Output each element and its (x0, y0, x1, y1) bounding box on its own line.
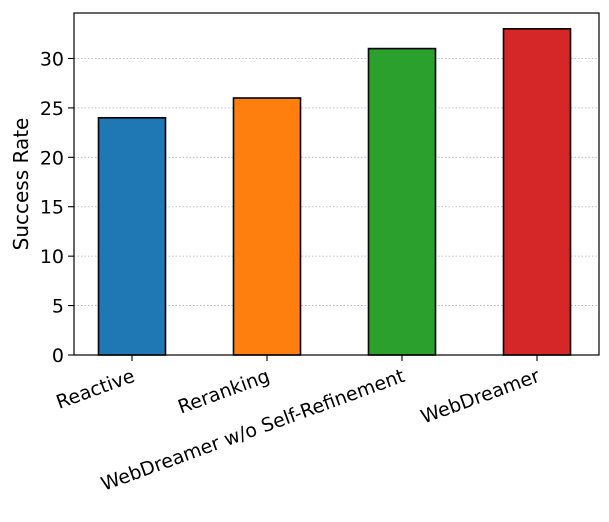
y-tick-label: 25 (40, 98, 64, 120)
y-tick-label: 10 (40, 246, 64, 268)
y-axis-label: Success Rate (9, 118, 33, 251)
y-tick-label: 30 (40, 48, 64, 70)
x-tick-label: Reranking (175, 365, 273, 418)
y-tick-label: 0 (52, 345, 64, 367)
y-axis: 0 5 10 15 20 25 30 (40, 48, 74, 367)
bar-reranking (232, 97, 302, 356)
y-tick-label: 15 (40, 197, 64, 219)
y-tick-label: 5 (52, 296, 64, 318)
bar-webdreamer-w-o-self-refinement (367, 47, 437, 356)
bar-reactive (97, 116, 167, 356)
plot-frame (73, 12, 600, 356)
bars (97, 28, 572, 356)
x-tick-label: WebDreamer (418, 365, 543, 428)
bar-webdreamer (502, 28, 572, 356)
x-tick-label: Reactive (53, 365, 137, 414)
y-tick-label: 20 (40, 147, 64, 169)
